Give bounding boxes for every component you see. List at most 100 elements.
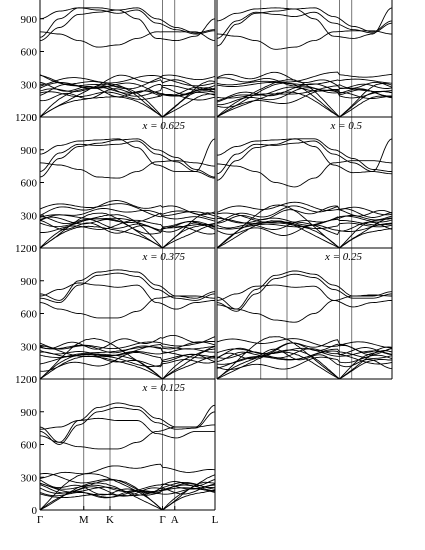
optical-band	[40, 417, 215, 439]
panel-label: x = 0.5	[329, 120, 362, 132]
low-band	[40, 216, 215, 231]
optical-band	[217, 7, 392, 39]
y-tick-label: 600	[21, 178, 38, 190]
low-band	[217, 215, 392, 226]
y-tick-label: 600	[21, 309, 38, 321]
acoustic-band	[40, 93, 215, 117]
acoustic-band	[40, 337, 215, 379]
y-tick-label: 900	[21, 407, 38, 419]
low-band	[40, 341, 215, 350]
low-band	[217, 348, 392, 365]
y-tick-label: 300	[21, 210, 38, 222]
low-band	[40, 351, 215, 372]
y-tick-label: 0	[32, 505, 38, 517]
low-band	[40, 203, 215, 218]
low-band	[40, 484, 215, 497]
optical-band	[40, 160, 215, 179]
k-point-label: L	[212, 514, 219, 526]
low-band	[217, 214, 392, 230]
acoustic-band	[40, 355, 215, 379]
optical-band	[40, 138, 215, 173]
low-band	[217, 339, 392, 363]
low-band	[217, 354, 392, 371]
optical-band	[40, 269, 215, 301]
low-band	[40, 488, 215, 498]
y-tick-label: 0	[32, 112, 38, 124]
low-band	[217, 77, 392, 92]
low-band	[40, 83, 215, 102]
low-band	[40, 478, 215, 496]
panel-label: x = 0.125	[141, 382, 185, 394]
low-band	[40, 200, 215, 216]
low-band	[40, 216, 215, 235]
low-band	[217, 342, 392, 359]
optical-band	[40, 272, 215, 304]
optical-band	[40, 406, 215, 445]
optical-band	[217, 270, 392, 310]
low-band	[40, 208, 215, 222]
optical-band	[40, 140, 215, 179]
optical-band	[217, 140, 392, 175]
low-band	[40, 463, 215, 479]
optical-band	[40, 138, 215, 178]
y-tick-label: 300	[21, 79, 38, 91]
optical-band	[40, 7, 215, 42]
acoustic-band	[217, 220, 392, 248]
optical-band	[217, 30, 392, 50]
y-tick-label: 1200	[15, 374, 38, 386]
optical-band	[217, 138, 392, 174]
low-band	[40, 74, 215, 96]
acoustic-band	[40, 224, 215, 248]
optical-band	[40, 7, 215, 38]
k-point-label: A	[171, 514, 179, 526]
low-band	[40, 351, 215, 368]
y-tick-label: 0	[32, 374, 38, 386]
panel-label: x = 0.375	[141, 251, 185, 263]
y-tick-label: 300	[21, 472, 38, 484]
low-band	[217, 71, 392, 86]
acoustic-band	[40, 473, 215, 510]
low-band	[40, 210, 215, 228]
optical-band	[40, 31, 215, 48]
y-tick-label: 600	[21, 440, 38, 452]
panel-6: x = 0.25	[216, 247, 393, 380]
optical-band	[217, 273, 392, 312]
panel-label: x = 0.625	[141, 120, 185, 132]
y-tick-label: 900	[21, 14, 38, 26]
optical-band	[40, 295, 215, 319]
low-band	[217, 218, 392, 230]
low-band	[217, 85, 392, 99]
low-band	[217, 87, 392, 106]
k-point-label: Γ	[37, 514, 43, 526]
low-band	[217, 86, 392, 103]
low-band	[40, 473, 215, 494]
panel-1: 0 300 600 900	[21, 0, 216, 124]
y-tick-label: 0	[32, 243, 38, 255]
low-band	[40, 75, 215, 87]
y-tick-label: 300	[21, 341, 38, 353]
low-band	[217, 221, 392, 236]
low-band	[217, 205, 392, 224]
low-band	[217, 205, 392, 224]
acoustic-band	[217, 91, 392, 117]
low-band	[40, 86, 215, 97]
optical-band	[217, 294, 392, 323]
optical-band	[40, 7, 215, 42]
y-tick-label: 600	[21, 47, 38, 59]
low-band	[40, 341, 215, 354]
low-band	[217, 338, 392, 349]
optical-band	[217, 7, 392, 47]
optical-band	[217, 138, 392, 181]
y-tick-label: 900	[21, 145, 38, 157]
low-band	[40, 348, 215, 357]
y-tick-label: 1200	[15, 243, 38, 255]
low-band	[40, 91, 215, 101]
optical-band	[40, 424, 215, 450]
panel-2	[216, 0, 393, 118]
low-band	[217, 348, 392, 370]
k-point-label: M	[79, 514, 89, 526]
panel-3: x = 0.625 0 300 600 900 1200	[15, 112, 216, 255]
panel-5: x = 0.375 0 300 600 900 1200	[15, 243, 216, 386]
optical-band	[40, 282, 215, 310]
